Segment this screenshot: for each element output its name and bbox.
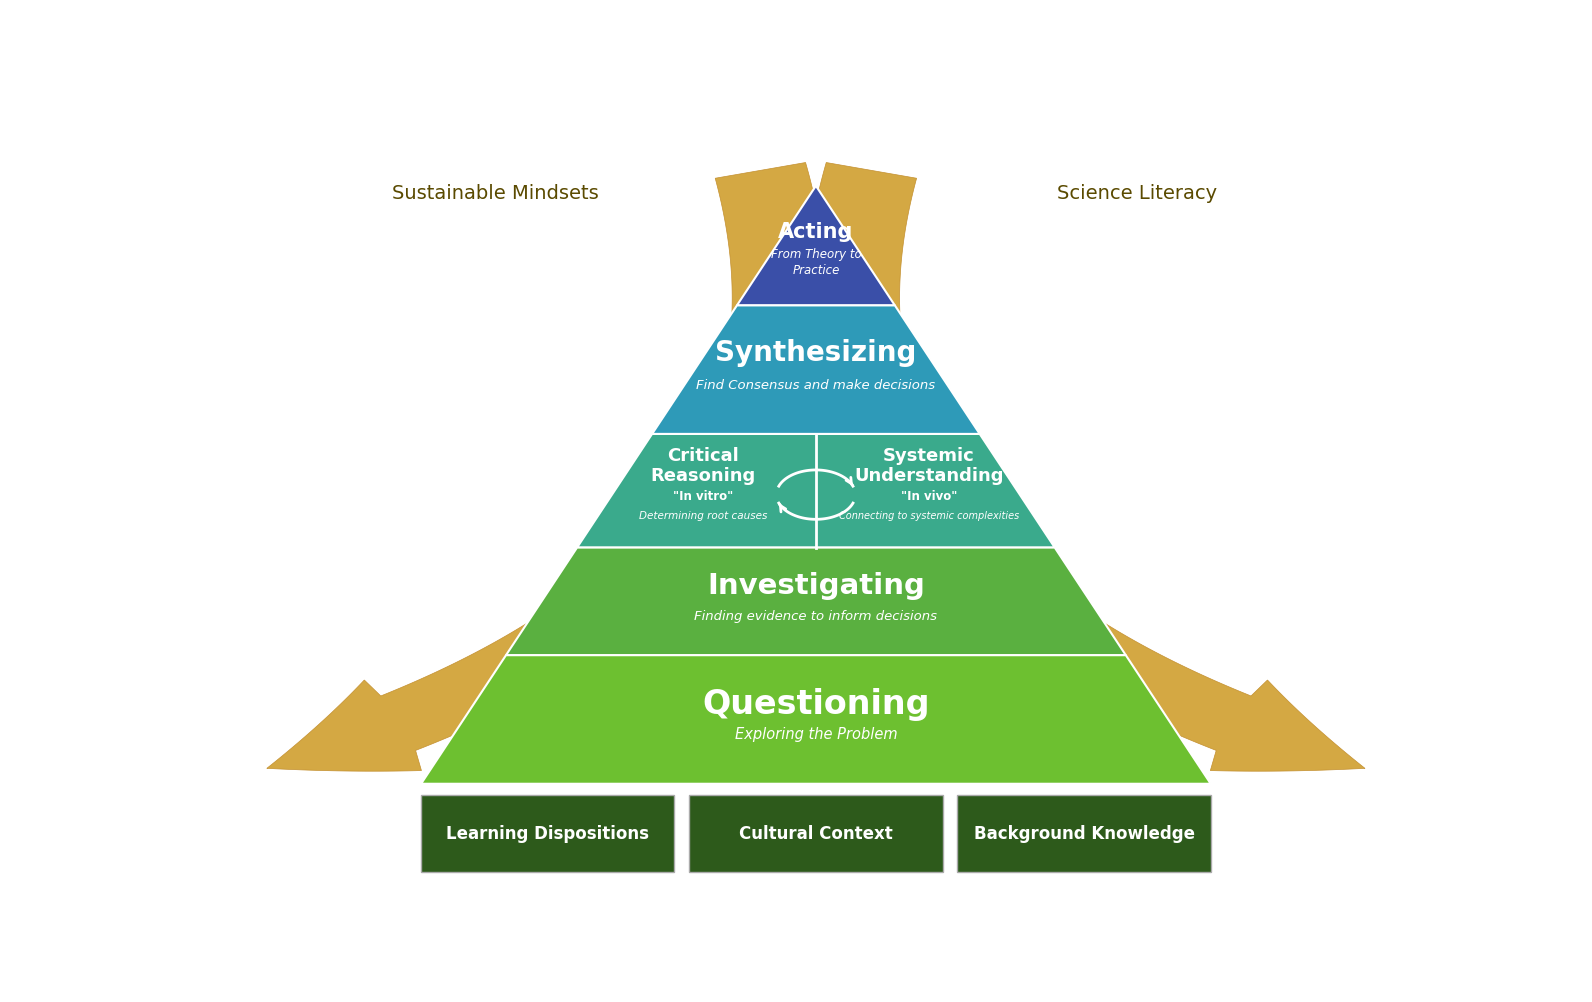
Text: Systemic
Understanding: Systemic Understanding bbox=[855, 447, 1003, 486]
Polygon shape bbox=[576, 434, 1055, 547]
Text: Acting: Acting bbox=[778, 221, 853, 241]
Polygon shape bbox=[737, 185, 895, 306]
Text: Connecting to systemic complexities: Connecting to systemic complexities bbox=[839, 511, 1019, 521]
Text: Science Literacy: Science Literacy bbox=[1057, 184, 1216, 203]
Text: From Theory to
Practice: From Theory to Practice bbox=[771, 248, 861, 278]
Polygon shape bbox=[506, 547, 1126, 655]
Polygon shape bbox=[420, 655, 1210, 784]
Polygon shape bbox=[267, 162, 826, 772]
Text: Determining root causes: Determining root causes bbox=[638, 511, 767, 521]
Polygon shape bbox=[806, 162, 1364, 772]
Bar bbox=[957, 796, 1210, 873]
Text: Exploring the Problem: Exploring the Problem bbox=[734, 727, 898, 742]
Bar bbox=[689, 796, 942, 873]
Text: Finding evidence to inform decisions: Finding evidence to inform decisions bbox=[694, 610, 938, 623]
Text: "In vivo": "In vivo" bbox=[901, 490, 957, 503]
Text: Critical
Reasoning: Critical Reasoning bbox=[650, 447, 756, 486]
Text: Synthesizing: Synthesizing bbox=[715, 339, 917, 367]
Text: Background Knowledge: Background Knowledge bbox=[974, 825, 1194, 843]
Text: Find Consensus and make decisions: Find Consensus and make decisions bbox=[696, 379, 936, 392]
Text: Investigating: Investigating bbox=[707, 572, 925, 600]
Text: Questioning: Questioning bbox=[702, 687, 930, 720]
Bar bbox=[420, 796, 675, 873]
Text: Cultural Context: Cultural Context bbox=[739, 825, 893, 843]
Text: Sustainable Mindsets: Sustainable Mindsets bbox=[392, 184, 599, 203]
Polygon shape bbox=[653, 306, 979, 434]
Text: Learning Dispositions: Learning Dispositions bbox=[446, 825, 650, 843]
Text: "In vitro": "In vitro" bbox=[673, 490, 732, 503]
